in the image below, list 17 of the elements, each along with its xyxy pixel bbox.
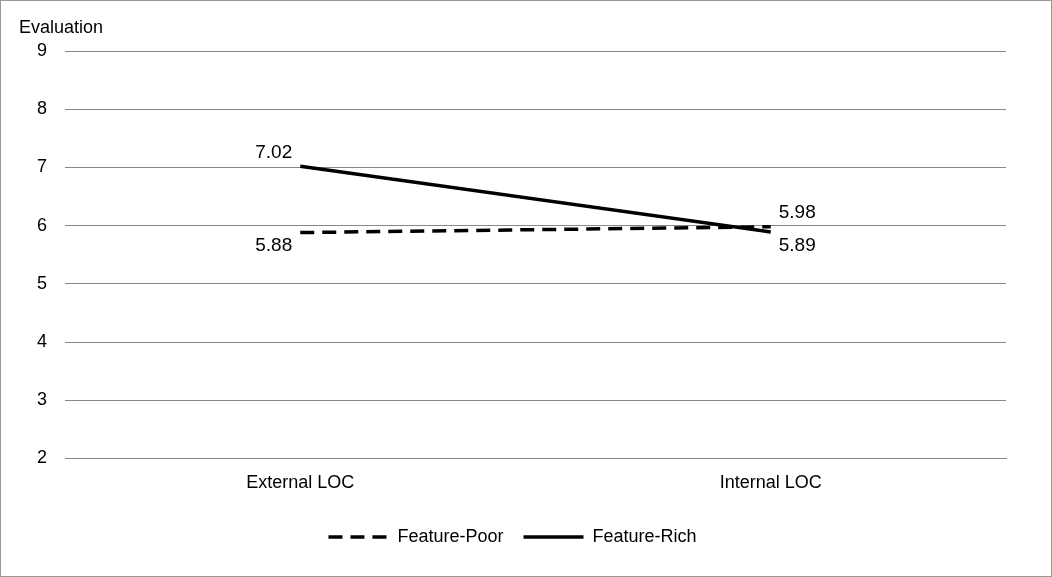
data-label: 7.02	[255, 140, 293, 162]
y-tick-label: 8	[37, 98, 48, 119]
data-label: 5.88	[255, 234, 293, 256]
y-tick-label: 5	[37, 272, 48, 293]
x-tick-label: External LOC	[246, 472, 355, 493]
data-label: 5.98	[778, 201, 816, 223]
y-tick-label: 9	[37, 39, 48, 60]
x-tick-label: Internal LOC	[719, 472, 822, 493]
y-tick-label: 4	[37, 330, 48, 351]
legend-label: Feature-Poor	[397, 525, 504, 546]
data-label: 5.89	[778, 233, 816, 255]
y-tick-label: 2	[37, 447, 48, 468]
legend-label: Feature-Rich	[592, 525, 697, 546]
y-tick-label: 3	[37, 389, 48, 410]
y-axis-title: Evaluation	[19, 16, 104, 37]
y-tick-label: 7	[37, 156, 48, 177]
y-tick-label: 6	[37, 214, 48, 235]
